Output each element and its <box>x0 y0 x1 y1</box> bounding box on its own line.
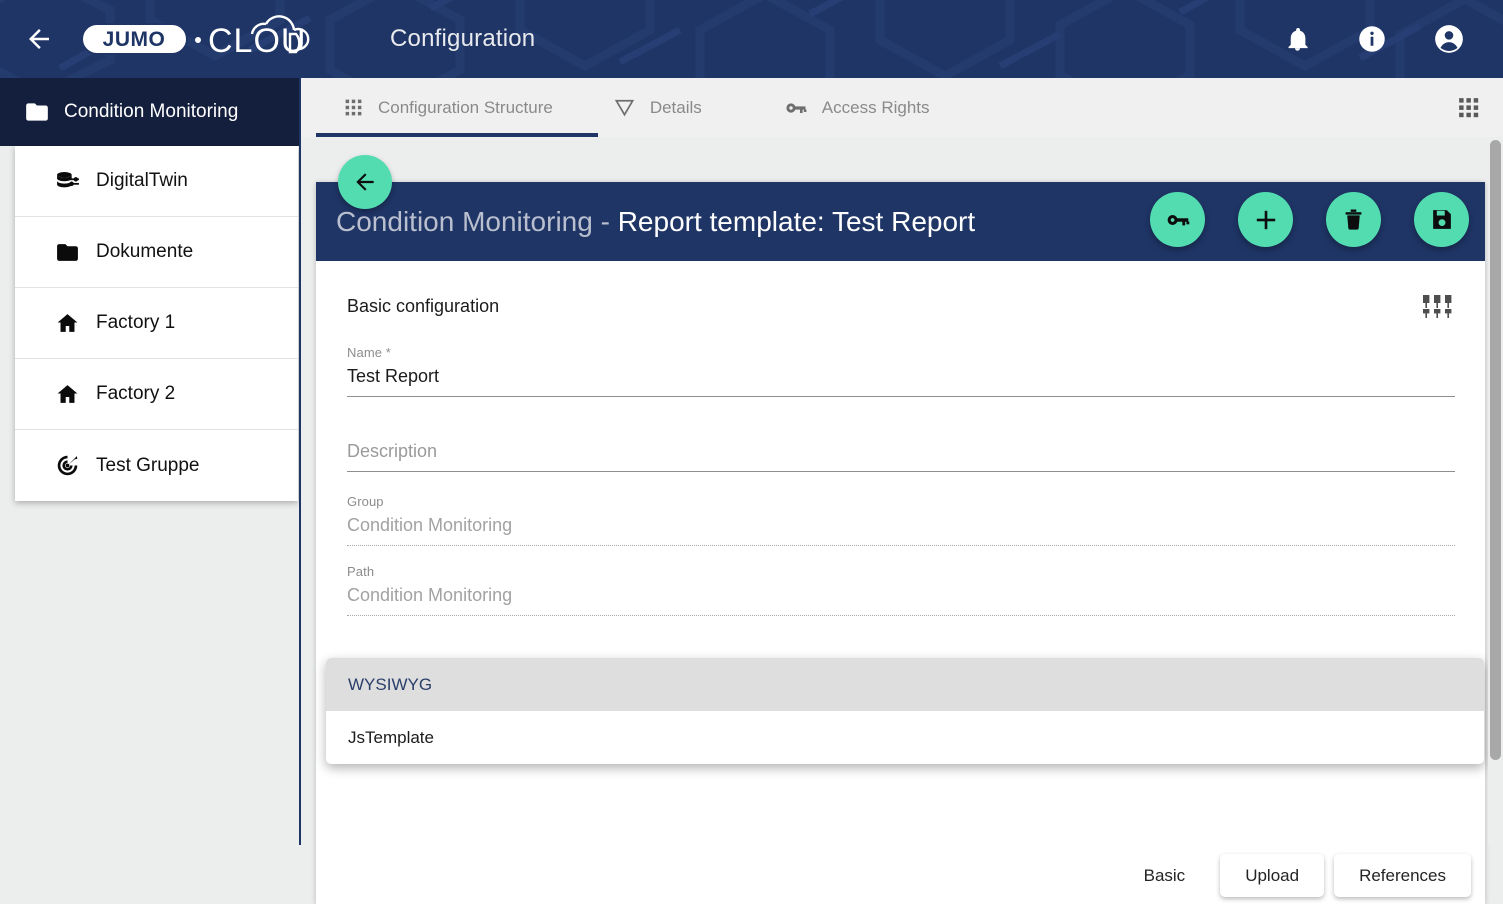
jumo-cloud-logo[interactable]: JUMO CLOU <box>80 9 320 69</box>
field-path: Path Condition Monitoring <box>347 564 1455 616</box>
field-label-group: Group <box>347 494 384 509</box>
apps-grid-icon <box>1459 98 1479 118</box>
logo-graphic: JUMO CLOU <box>81 15 310 60</box>
arrow-left-icon <box>29 29 49 49</box>
view-grid-toggle[interactable] <box>1456 95 1481 120</box>
sidebar: Condition Monitoring DigitalTwin Dokumen… <box>0 78 301 845</box>
card-action-buttons <box>1150 192 1469 247</box>
bottom-tab-label: References <box>1359 865 1446 885</box>
tab-label: Details <box>649 97 702 117</box>
save-disk-icon <box>1433 210 1451 229</box>
dropdown-option-wysiwyg[interactable]: WYSIWYG <box>326 658 1484 711</box>
sidebar-header-label: Condition Monitoring <box>64 101 239 122</box>
trash-icon <box>1345 209 1362 230</box>
description-input[interactable]: Description <box>347 441 438 461</box>
tab-configuration-structure[interactable]: Configuration Structure <box>301 78 598 137</box>
notifications-bell-icon[interactable] <box>1284 26 1311 53</box>
dropdown-option-label: JsTemplate <box>348 727 434 747</box>
name-input[interactable]: Test Report <box>347 366 440 386</box>
tab-label: Configuration Structure <box>378 97 553 117</box>
card-title-main: Report template: Test Report <box>617 205 976 237</box>
field-group: Group Condition Monitoring <box>347 494 1455 546</box>
bottom-tab-label: Basic <box>1143 865 1186 885</box>
tab-label: Access Rights <box>821 97 930 117</box>
sidebar-item-factory-1[interactable]: Factory 1 <box>15 288 298 359</box>
apps-grid-icon <box>345 99 362 116</box>
sidebar-item-digitaltwin[interactable]: DigitalTwin <box>15 146 298 217</box>
page-title: Configuration <box>390 25 536 52</box>
field-label-name: Name * <box>347 345 391 360</box>
folder-icon <box>26 103 48 121</box>
template-type-dropdown: WYSIWYG JsTemplate <box>326 658 1484 764</box>
field-underline <box>347 471 1455 472</box>
account-circle-icon[interactable] <box>1433 23 1465 55</box>
dropdown-option-label: WYSIWYG <box>348 674 433 694</box>
sidebar-item-dokumente[interactable]: Dokumente <box>15 217 298 288</box>
arrow-left-icon <box>356 173 374 191</box>
target-group-icon <box>57 455 78 476</box>
tune-sliders-icon[interactable] <box>1421 291 1455 321</box>
group-value: Condition Monitoring <box>347 515 513 535</box>
path-value: Condition Monitoring <box>347 585 513 605</box>
home-icon <box>57 384 78 403</box>
delete-fab[interactable] <box>1326 192 1381 247</box>
svg-text:JUMO: JUMO <box>103 28 166 51</box>
sidebar-item-label: DigitalTwin <box>96 170 188 191</box>
section-title: Basic configuration <box>347 295 500 316</box>
sidebar-header-condition-monitoring[interactable]: Condition Monitoring <box>0 78 300 146</box>
card-header: Condition Monitoring - Report template: … <box>316 182 1485 261</box>
home-icon <box>57 313 78 332</box>
sidebar-item-test-gruppe[interactable]: Test Gruppe <box>15 430 298 501</box>
bottom-tab-upload[interactable]: Upload <box>1220 854 1325 897</box>
bottom-tab-group: Basic Upload References <box>1119 854 1471 897</box>
basic-configuration-form: Basic configuration N <box>316 261 1485 904</box>
filter-triangle-icon <box>614 99 634 117</box>
field-label-path: Path <box>347 564 375 579</box>
sidebar-item-factory-2[interactable]: Factory 2 <box>15 359 298 430</box>
tab-access-rights[interactable]: Access Rights <box>702 78 930 137</box>
key-icon <box>1167 214 1189 225</box>
bottom-tab-basic[interactable]: Basic <box>1119 854 1211 897</box>
appbar-actions <box>1284 23 1465 55</box>
field-name[interactable]: Name * Test Report <box>347 345 1455 397</box>
configuration-card: Condition Monitoring - Report template: … <box>316 155 1485 904</box>
tab-details[interactable]: Details <box>553 78 702 137</box>
card-title: Condition Monitoring - Report template: … <box>336 206 975 238</box>
field-underline <box>347 615 1455 616</box>
access-rights-fab[interactable] <box>1150 192 1205 247</box>
svg-text:CLOU: CLOU <box>208 22 306 60</box>
field-description[interactable]: Description <box>347 435 1455 472</box>
dropdown-option-jstemplate[interactable]: JsTemplate <box>326 711 1484 764</box>
add-fab[interactable] <box>1238 192 1293 247</box>
app-back-button[interactable] <box>22 22 56 56</box>
sidebar-item-list: DigitalTwin Dokumente Factory 1 Factory … <box>15 146 298 501</box>
sidebar-item-label: Test Gruppe <box>96 454 200 476</box>
bottom-tab-label: Upload <box>1245 865 1300 885</box>
key-icon <box>786 102 807 113</box>
tab-strip: Configuration Structure Details Access R… <box>301 78 1503 137</box>
section-header: Basic configuration <box>347 291 1455 321</box>
field-underline <box>347 396 1455 397</box>
sidebar-item-label: Factory 2 <box>96 383 176 404</box>
bottom-tab-references[interactable]: References <box>1334 854 1471 897</box>
digital-twin-icon <box>57 171 79 187</box>
sidebar-item-label: Dokumente <box>96 241 194 262</box>
vertical-scrollbar-thumb[interactable] <box>1490 140 1501 760</box>
back-fab[interactable] <box>338 155 392 209</box>
info-circle-icon[interactable] <box>1357 24 1387 54</box>
top-app-bar: JUMO CLOU Configuration <box>0 0 1503 78</box>
card-title-context: Condition Monitoring - <box>336 205 618 237</box>
save-fab[interactable] <box>1414 192 1469 247</box>
sidebar-item-label: Factory 1 <box>96 312 176 333</box>
plus-icon <box>1256 210 1275 229</box>
sidebar-divider <box>299 78 301 845</box>
field-underline <box>347 545 1455 546</box>
folder-filled-icon <box>57 243 78 261</box>
